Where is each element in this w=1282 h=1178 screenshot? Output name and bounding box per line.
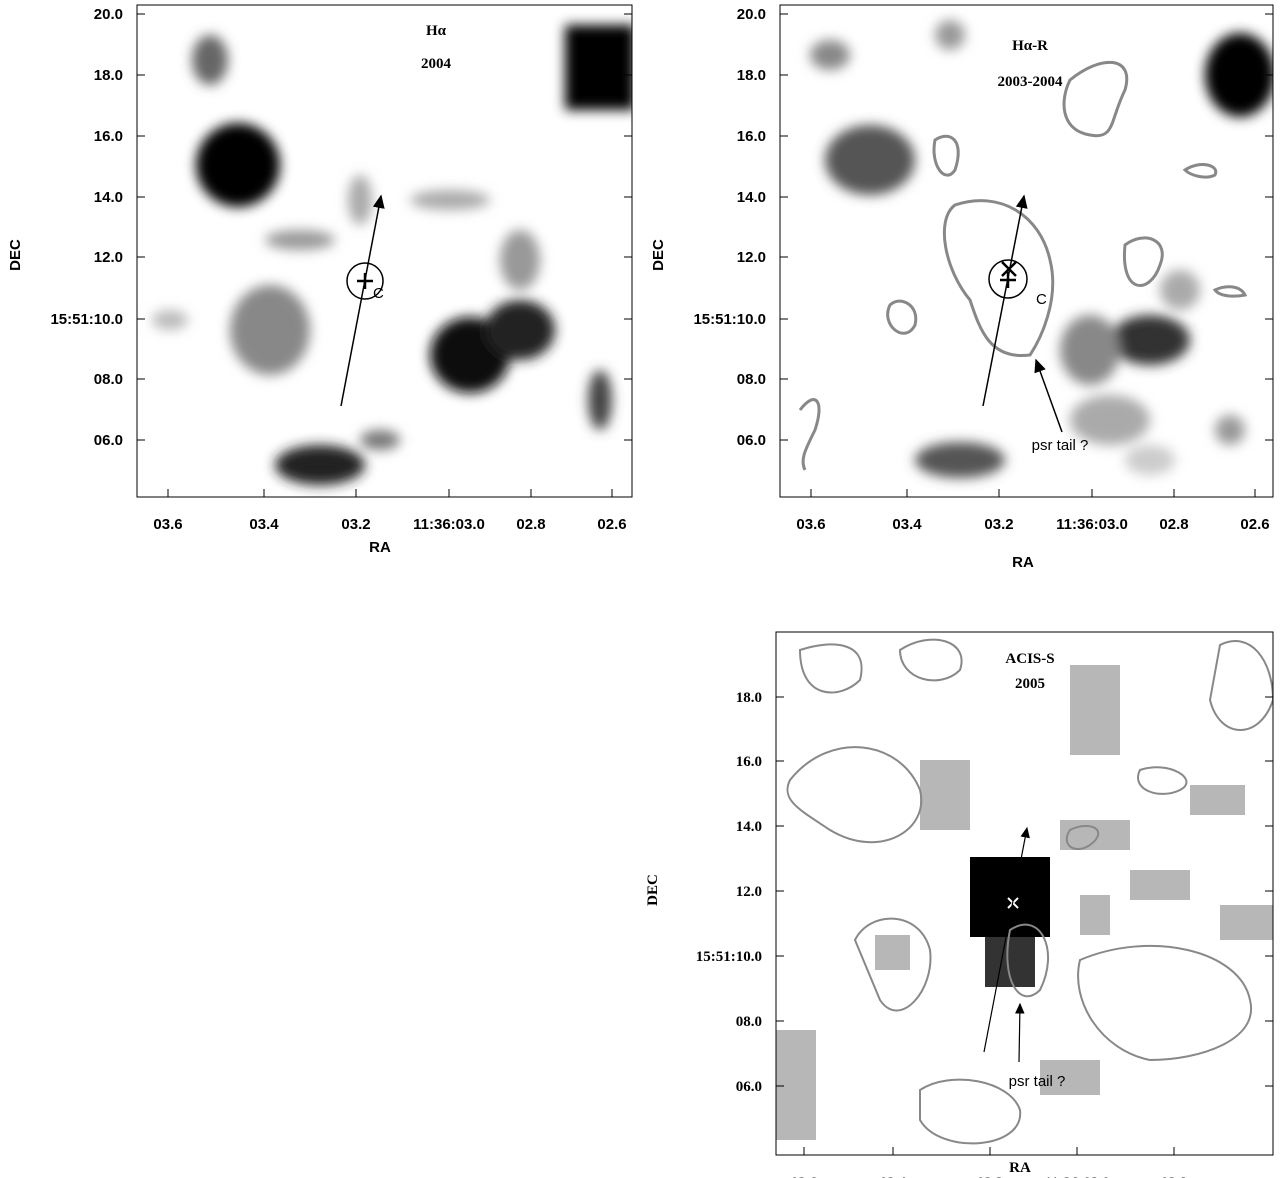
x-tick-label: 03.6 (791, 1175, 818, 1178)
x-axis-label: RA (369, 539, 391, 556)
panel-title: 2005 (1015, 676, 1045, 692)
y-tick-label: 06.0 (737, 432, 766, 449)
motion-arrow (983, 826, 1030, 1053)
image-1 (152, 25, 632, 485)
y-tick-label: 14.0 (94, 189, 123, 206)
image-2 (798, 20, 1273, 478)
x-tick-label: 03.2 (977, 1175, 1003, 1178)
y-tick-label: 18.0 (736, 690, 762, 706)
tail-arrow (1015, 1002, 1025, 1063)
x-tick-label: 02.6 (1240, 516, 1269, 533)
y-tick-label: 18.0 (737, 67, 766, 84)
y-axis-label: DEC (645, 874, 661, 906)
position-circle (346, 262, 384, 300)
y-tick-label: 06.0 (736, 1079, 762, 1095)
x-tick-label: 02.8 (1159, 516, 1188, 533)
y-tick-label: 08.0 (94, 371, 123, 388)
x-tick-label: 03.4 (249, 516, 279, 533)
plot-frame (775, 631, 1274, 1156)
y-tick-label: 12.0 (737, 249, 766, 266)
y-tick-label: 15:51:10.0 (693, 311, 766, 328)
annotation: psr tail ? (1032, 437, 1089, 454)
x-axis-label: RA (1009, 1160, 1031, 1176)
x-axis-label: RA (1012, 554, 1034, 571)
position-circle (988, 259, 1028, 299)
panel-title: Hα-R (1012, 38, 1048, 54)
tail-arrow (1034, 358, 1063, 433)
panel-title: ACIS-S (1005, 651, 1054, 667)
y-tick-label: 14.0 (737, 189, 766, 206)
y-tick-label: 08.0 (736, 1014, 762, 1030)
y-tick-label: 16.0 (737, 128, 766, 145)
x-tick-label: 02.6 (597, 516, 626, 533)
y-tick-label: 12.0 (94, 249, 123, 266)
y-axis-label: DEC (650, 239, 667, 271)
annotation: C (373, 285, 384, 302)
annotation: psr tail ? (1009, 1073, 1066, 1090)
y-tick-label: 14.0 (736, 819, 762, 835)
panel-title: Hα (426, 23, 447, 39)
annotation: C (1036, 291, 1047, 308)
x-tick-label: 02.8 (516, 516, 545, 533)
y-axis-label: DEC (7, 239, 24, 271)
x-tick-label: 11:36:03.0 (413, 516, 485, 533)
x-tick-label: 11:36:03.0 (1044, 1175, 1109, 1178)
x-tick-label: 03.6 (796, 516, 825, 533)
x-tick-label: 03.2 (984, 516, 1013, 533)
x-tick-label: 03.6 (153, 516, 182, 533)
panel-title: 2003-2004 (998, 74, 1063, 90)
y-tick-label: 08.0 (737, 371, 766, 388)
x-tick-label: 11:36:03.0 (1056, 516, 1128, 533)
plot-frame (136, 4, 633, 498)
y-tick-label: 18.0 (94, 67, 123, 84)
panel-title: 2004 (421, 56, 452, 72)
x-tick-label: 02.8 (1161, 1175, 1187, 1178)
y-tick-label: 20.0 (737, 6, 766, 23)
y-tick-label: 06.0 (94, 432, 123, 449)
y-tick-label: 16.0 (736, 754, 762, 770)
y-tick-label: 20.0 (94, 6, 123, 23)
image-3 (776, 638, 1273, 1145)
y-tick-label: 16.0 (94, 128, 123, 145)
x-tick-label: 03.2 (341, 516, 370, 533)
y-tick-label: 15:51:10.0 (696, 949, 762, 965)
motion-arrow (340, 194, 385, 407)
motion-arrow (982, 194, 1028, 407)
plot-frame (779, 4, 1274, 498)
y-tick-label: 12.0 (736, 884, 762, 900)
y-tick-label: 15:51:10.0 (50, 311, 123, 328)
x-tick-label: 03.4 (892, 516, 922, 533)
x-tick-label: 03.4 (880, 1175, 907, 1178)
